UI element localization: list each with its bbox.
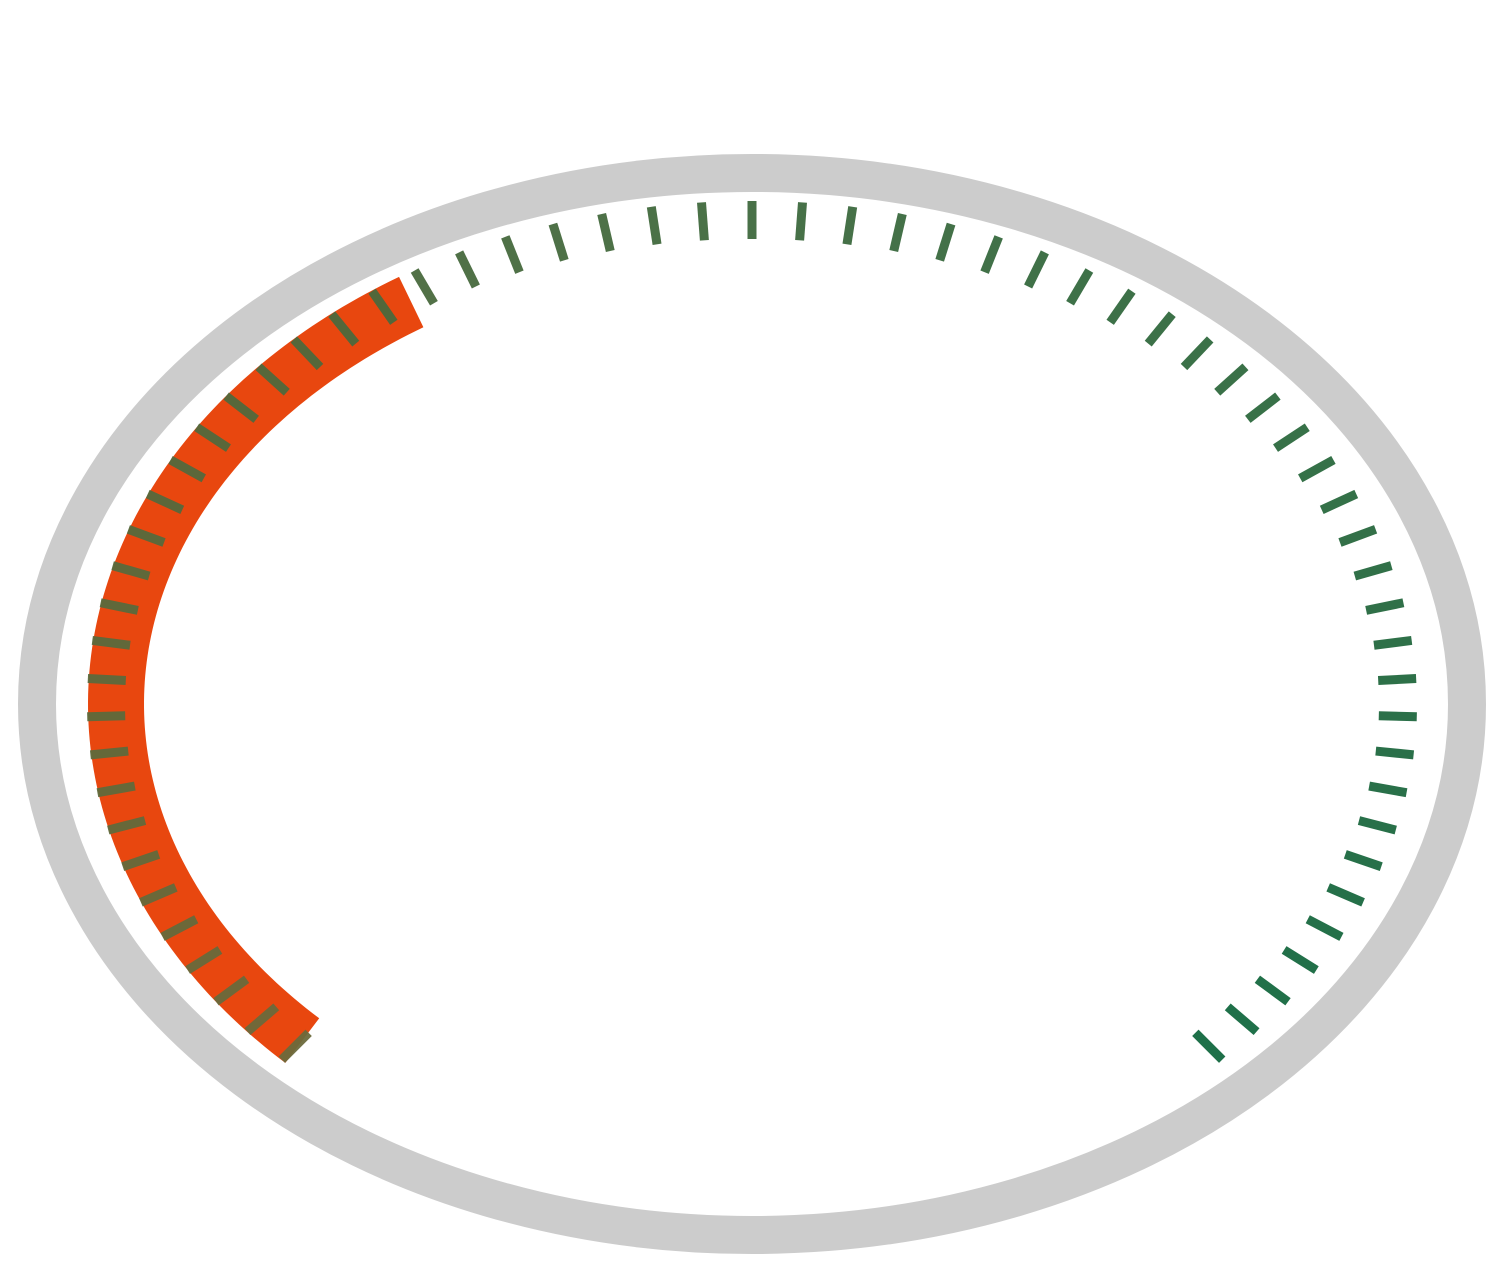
tick-mark	[168, 455, 206, 483]
tick-mark	[455, 250, 480, 289]
tick-mark	[145, 489, 185, 514]
tick-mark	[160, 915, 199, 941]
tick-mark	[935, 222, 956, 262]
tick-mark	[1357, 816, 1397, 835]
tick-mark	[1192, 1029, 1226, 1063]
tick-mark	[646, 206, 662, 246]
tick-mark	[121, 850, 161, 871]
tick-mark	[111, 561, 151, 581]
tick-mark	[1365, 598, 1405, 615]
tick-mark	[96, 781, 136, 798]
tick-mark	[328, 311, 360, 347]
tick-mark	[1319, 489, 1359, 514]
tick-mark	[126, 525, 166, 547]
tick-mark	[980, 235, 1003, 274]
tick-mark	[1281, 946, 1319, 974]
tick-mark	[1305, 915, 1344, 941]
tick-mark	[139, 883, 178, 907]
tick-mark	[795, 202, 807, 241]
tick-mark	[889, 213, 907, 253]
tick-mark	[255, 363, 290, 396]
tick-mark	[278, 1029, 312, 1063]
tick-mark	[1368, 781, 1408, 798]
tick-mark	[1245, 392, 1281, 423]
tick-mark	[1326, 883, 1365, 907]
tick-mark	[597, 213, 615, 253]
tick-mark	[1298, 455, 1336, 483]
tick-mark	[1254, 975, 1291, 1006]
tick-mark	[194, 423, 231, 452]
gauge-track	[18, 154, 1486, 1254]
tick-mark	[89, 746, 129, 760]
tick-mark	[548, 222, 569, 262]
tick-mark	[244, 1003, 280, 1036]
tick-mark	[1180, 336, 1214, 371]
tick-mark	[290, 336, 324, 371]
tick-mark	[501, 235, 524, 274]
tick-mark	[87, 674, 127, 685]
tick-mark	[1353, 561, 1393, 581]
tick-mark	[842, 206, 858, 246]
tick-mark	[1375, 746, 1415, 760]
tick-mark	[1106, 288, 1136, 325]
tick-mark	[107, 816, 147, 835]
tick-mark	[1373, 635, 1413, 650]
tick-mark	[1378, 711, 1417, 722]
tick-mark	[1343, 850, 1383, 871]
tick-mark	[1066, 268, 1094, 306]
tick-mark	[1273, 423, 1310, 452]
tick-mark	[91, 635, 131, 650]
tick-mark	[1224, 1003, 1260, 1036]
tick-mark	[1024, 250, 1049, 289]
tick-mark	[87, 711, 126, 722]
tick-mark	[368, 288, 398, 325]
tick-mark	[1144, 311, 1176, 347]
tick-mark	[1338, 525, 1378, 547]
tick-mark	[223, 392, 259, 423]
tick-mark	[697, 202, 709, 241]
tick-mark	[1214, 363, 1249, 396]
tick-mark	[185, 946, 223, 974]
tick-mark	[99, 598, 139, 615]
tick-mark	[1377, 674, 1417, 685]
tick-mark	[410, 268, 438, 306]
tick-mark	[213, 975, 250, 1006]
